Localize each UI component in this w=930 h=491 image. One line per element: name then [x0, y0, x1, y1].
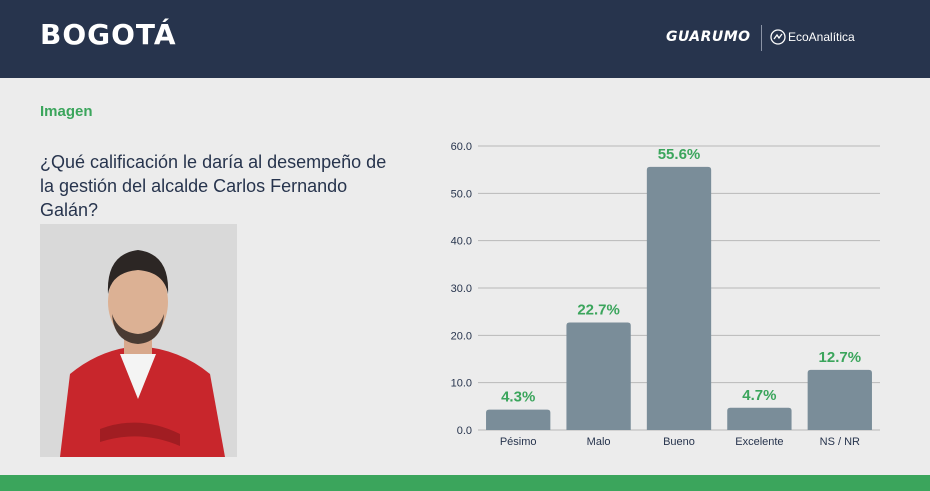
bar-chart: 0.0 10.0 20.0 30.0 40.0 50.0 60.0 4.3% Pésimo 22…: [451, 141, 880, 448]
bar: [566, 322, 631, 430]
section-label: Imagen: [40, 103, 93, 120]
bar: [727, 407, 792, 430]
bar: [646, 166, 712, 430]
x-tick-label: Excelente: [735, 436, 783, 448]
x-tick-label: Pésimo: [500, 436, 537, 448]
y-tick-label: 50.0: [451, 188, 472, 200]
bar: [486, 409, 551, 430]
y-tick-label: 0.0: [457, 425, 472, 437]
data-label: 12.7%: [819, 349, 862, 366]
y-tick-label: 30.0: [451, 283, 472, 295]
logo-divider: [761, 25, 762, 51]
data-label: 55.6%: [658, 146, 701, 163]
x-tick-label: NS / NR: [820, 436, 860, 448]
x-tick-label: Malo: [587, 436, 611, 448]
y-tick-label: 10.0: [451, 378, 472, 390]
data-label: 4.3%: [501, 389, 535, 406]
ecoanalitica-logo-icon: [770, 29, 786, 45]
footer-bar: [0, 475, 930, 491]
bar: [807, 369, 872, 430]
header-bar: BOGOTÁ GUARUMO EcoAnalítica: [0, 0, 930, 78]
mayor-photo: [40, 224, 237, 457]
y-tick-label: 40.0: [451, 236, 472, 248]
survey-question: ¿Qué calificación le daría al desempeño …: [40, 152, 387, 220]
guarumo-logo: GUARUMO: [666, 29, 751, 45]
y-tick-label: 20.0: [451, 330, 472, 342]
x-tick-label: Bueno: [663, 436, 695, 448]
data-label: 4.7%: [742, 387, 776, 404]
y-tick-label: 60.0: [451, 141, 472, 153]
data-label: 22.7%: [577, 302, 620, 319]
page-title: BOGOTÁ: [40, 18, 177, 51]
ecoanalitica-logo: EcoAnalítica: [788, 30, 855, 44]
